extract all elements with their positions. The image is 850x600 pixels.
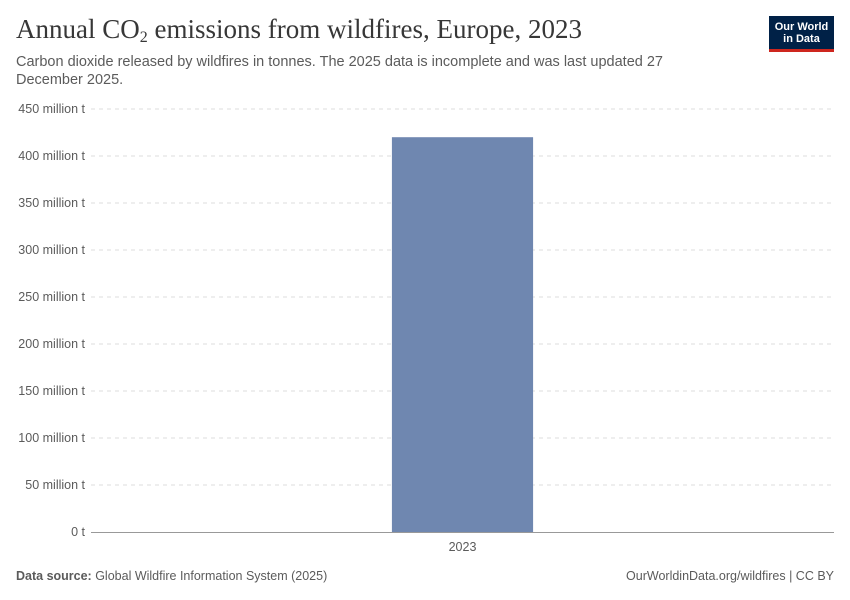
credit-link[interactable]: OurWorldinData.org/wildfires | CC BY xyxy=(626,569,834,583)
data-source-text[interactable]: Global Wildfire Information System (2025… xyxy=(91,569,328,583)
logo-line-2: in Data xyxy=(783,33,820,45)
title-text-rest: emissions from wildfires, Europe, 2023 xyxy=(147,14,582,44)
title-text: Annual CO xyxy=(16,14,140,44)
bar-2023[interactable] xyxy=(391,137,534,532)
x-axis-tick-labels: 2023 xyxy=(449,540,477,554)
title-subscript: 2 xyxy=(139,29,148,46)
y-tick-label: 300 million t xyxy=(18,243,85,257)
chart-subtitle: Carbon dioxide released by wildfires in … xyxy=(16,54,663,88)
y-tick-label: 200 million t xyxy=(18,337,85,351)
y-tick-label: 150 million t xyxy=(18,384,85,398)
bars xyxy=(391,137,534,532)
data-source: Data source: Global Wildfire Information… xyxy=(16,569,327,583)
y-tick-label: 350 million t xyxy=(18,196,85,210)
y-axis-tick-labels: 0 t 50 million t 100 million t 150 million … xyxy=(18,102,85,539)
y-tick-label: 400 million t xyxy=(18,149,85,163)
owid-logo[interactable]: Our World in Data xyxy=(769,16,834,52)
y-tick-label: 0 t xyxy=(71,525,85,539)
y-tick-label: 450 million t xyxy=(18,102,85,116)
y-tick-label: 50 million t xyxy=(25,478,85,492)
y-tick-label: 100 million t xyxy=(18,431,85,445)
x-tick-label: 2023 xyxy=(449,540,477,554)
logo-line-1: Our World xyxy=(774,21,829,33)
chart-title: Annual CO2 emissions from wildfires, Eur… xyxy=(16,14,582,46)
y-tick-label: 250 million t xyxy=(18,290,85,304)
data-source-label: Data source: xyxy=(16,569,92,583)
